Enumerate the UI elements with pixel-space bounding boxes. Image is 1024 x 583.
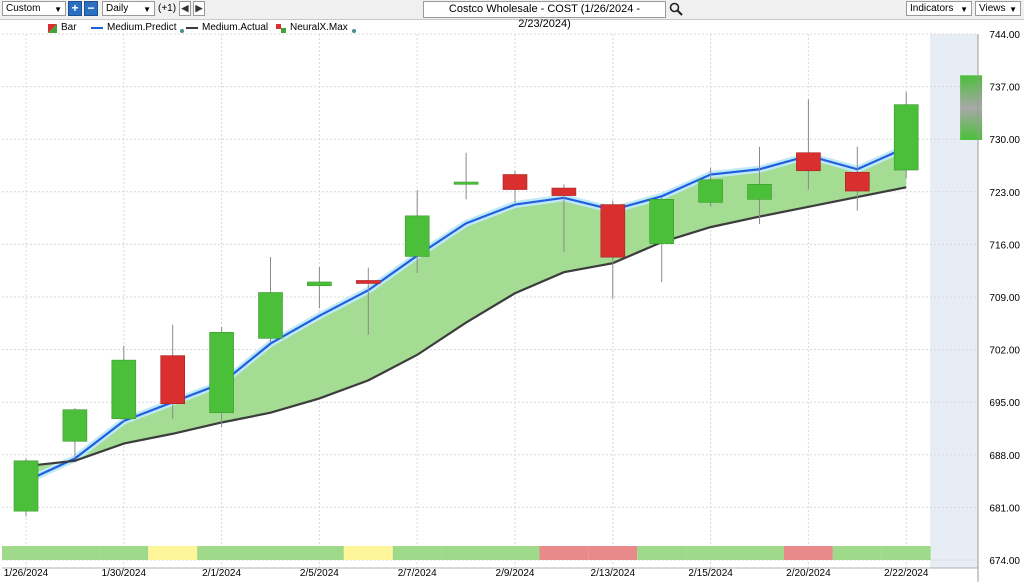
signal-strip-cell: [783, 546, 833, 560]
y-tick-label: 695.00: [989, 398, 1020, 409]
chevron-down-icon: ▼: [143, 5, 151, 14]
candle-body[interactable]: [209, 332, 234, 414]
signal-strip-cell: [832, 546, 882, 560]
legend-label-bar: Bar: [61, 22, 77, 33]
signal-strip-cell: [294, 546, 344, 560]
x-tick-label: 2/22/2024: [884, 568, 929, 579]
candle-body[interactable]: [404, 215, 430, 257]
move-forward-button[interactable]: ▶: [193, 1, 205, 16]
move-back-button[interactable]: ◀: [179, 1, 191, 16]
candle-body[interactable]: [844, 171, 870, 192]
signal-strip-cell: [197, 546, 247, 560]
dot-icon: [351, 28, 356, 33]
chart-title-field[interactable]: Costco Wholesale - COST (1/26/2024 - 2/2…: [423, 1, 666, 30]
candle-body[interactable]: [649, 199, 675, 244]
actual-line-swatch: [186, 27, 198, 29]
y-tick-label: 716.00: [989, 240, 1020, 251]
legend-bar[interactable]: Bar: [48, 22, 77, 34]
y-tick-label: 681.00: [989, 503, 1020, 514]
candle-body[interactable]: [551, 187, 577, 196]
signal-strip-cell: [343, 546, 393, 560]
chevron-down-icon: ▼: [1009, 5, 1017, 14]
chart-title: Costco Wholesale - COST (1/26/2024 - 2/2…: [448, 3, 641, 30]
legend-label-medium-actual: Medium.Actual: [202, 22, 269, 33]
y-tick-label: 730.00: [989, 135, 1020, 146]
y-tick-label: 709.00: [989, 293, 1020, 304]
interval-select[interactable]: Daily ▼: [102, 1, 155, 16]
x-tick-label: 2/7/2024: [398, 568, 437, 579]
signal-strip-cell: [735, 546, 784, 560]
y-tick-label: 702.00: [989, 346, 1020, 357]
period-select[interactable]: Custom ▼: [2, 1, 66, 16]
indicators-button[interactable]: Indicators ▼: [906, 1, 972, 16]
interval-select-value: Daily: [106, 3, 129, 14]
signal-strip-cell: [246, 546, 295, 560]
period-select-value: Custom: [6, 3, 41, 14]
views-label: Views: [979, 3, 1006, 14]
toolbar: Custom ▼ + − Daily ▼ (+1) ◀ ▶ Costco Who…: [0, 0, 1024, 30]
views-button[interactable]: Views ▼: [975, 1, 1021, 16]
signal-strip-cell: [99, 546, 149, 560]
neuralx-legend-icon: [276, 23, 286, 33]
y-tick-label: 674.00: [989, 556, 1020, 567]
legend-medium-actual[interactable]: Medium.Actual: [186, 22, 268, 34]
chevron-down-icon: ▼: [960, 5, 968, 14]
signal-strip-cell: [637, 546, 687, 560]
candle-body[interactable]: [453, 181, 479, 185]
candle-body[interactable]: [893, 104, 919, 171]
signal-strip-cell: [392, 546, 442, 560]
x-tick-label: 2/5/2024: [300, 568, 339, 579]
x-tick-label: 2/20/2024: [786, 568, 831, 579]
signal-strip-cell: [881, 546, 931, 560]
bar-legend-icon: [48, 23, 57, 33]
signal-strip-cell: [148, 546, 198, 560]
offset-label: (+1): [158, 3, 177, 14]
signal-strip-cell: [588, 546, 638, 560]
candle-body[interactable]: [160, 355, 185, 405]
signal-strip-cell: [686, 546, 736, 560]
candle-body[interactable]: [698, 179, 723, 203]
prediction-band: [26, 147, 907, 482]
predict-line-swatch: [91, 27, 103, 29]
indicators-label: Indicators: [910, 3, 954, 14]
legend-label-medium-predict: Medium.Predict: [107, 22, 177, 33]
chevron-down-icon: ▼: [54, 5, 62, 14]
signal-strip-cell: [490, 546, 540, 560]
y-tick-label: 688.00: [989, 451, 1020, 462]
candle-body[interactable]: [502, 174, 528, 190]
x-tick-label: 1/30/2024: [102, 568, 147, 579]
candle-body[interactable]: [796, 152, 821, 172]
search-icon[interactable]: [669, 2, 683, 16]
signal-strip-cell: [50, 546, 100, 560]
signal-strip-cell: [539, 546, 589, 560]
dot-icon: [180, 28, 185, 33]
candle-body[interactable]: [258, 292, 283, 339]
legend-label-neuralx-max: NeuralX.Max: [290, 22, 348, 33]
legend-medium-predict[interactable]: Medium.Predict: [91, 22, 185, 34]
candle-body[interactable]: [307, 281, 332, 287]
x-tick-label: 2/13/2024: [591, 568, 636, 579]
candle-body[interactable]: [355, 280, 381, 284]
legend-neuralx-max[interactable]: NeuralX.Max: [276, 22, 356, 34]
candle-body[interactable]: [111, 359, 137, 420]
candle-body[interactable]: [747, 183, 772, 200]
x-tick-label: 1/26/2024: [4, 568, 49, 579]
candle-body[interactable]: [600, 204, 626, 258]
zoom-in-button[interactable]: +: [68, 1, 82, 16]
x-tick-label: 2/1/2024: [202, 568, 241, 579]
x-tick-label: 2/9/2024: [496, 568, 535, 579]
forecast-bar[interactable]: [960, 75, 983, 140]
zoom-out-button[interactable]: −: [84, 1, 98, 16]
x-tick-label: 2/15/2024: [688, 568, 733, 579]
y-tick-label: 737.00: [989, 83, 1020, 94]
price-chart[interactable]: 674.00 681.00 688.00 695.00 702.00 709.00 716.…: [0, 20, 1024, 583]
candle-body[interactable]: [62, 409, 88, 442]
y-tick-label: 744.00: [989, 30, 1020, 41]
y-tick-label: 723.00: [989, 188, 1020, 199]
signal-strip-cell: [2, 546, 51, 560]
signal-strip-cell: [441, 546, 491, 560]
candle-body[interactable]: [13, 460, 39, 512]
